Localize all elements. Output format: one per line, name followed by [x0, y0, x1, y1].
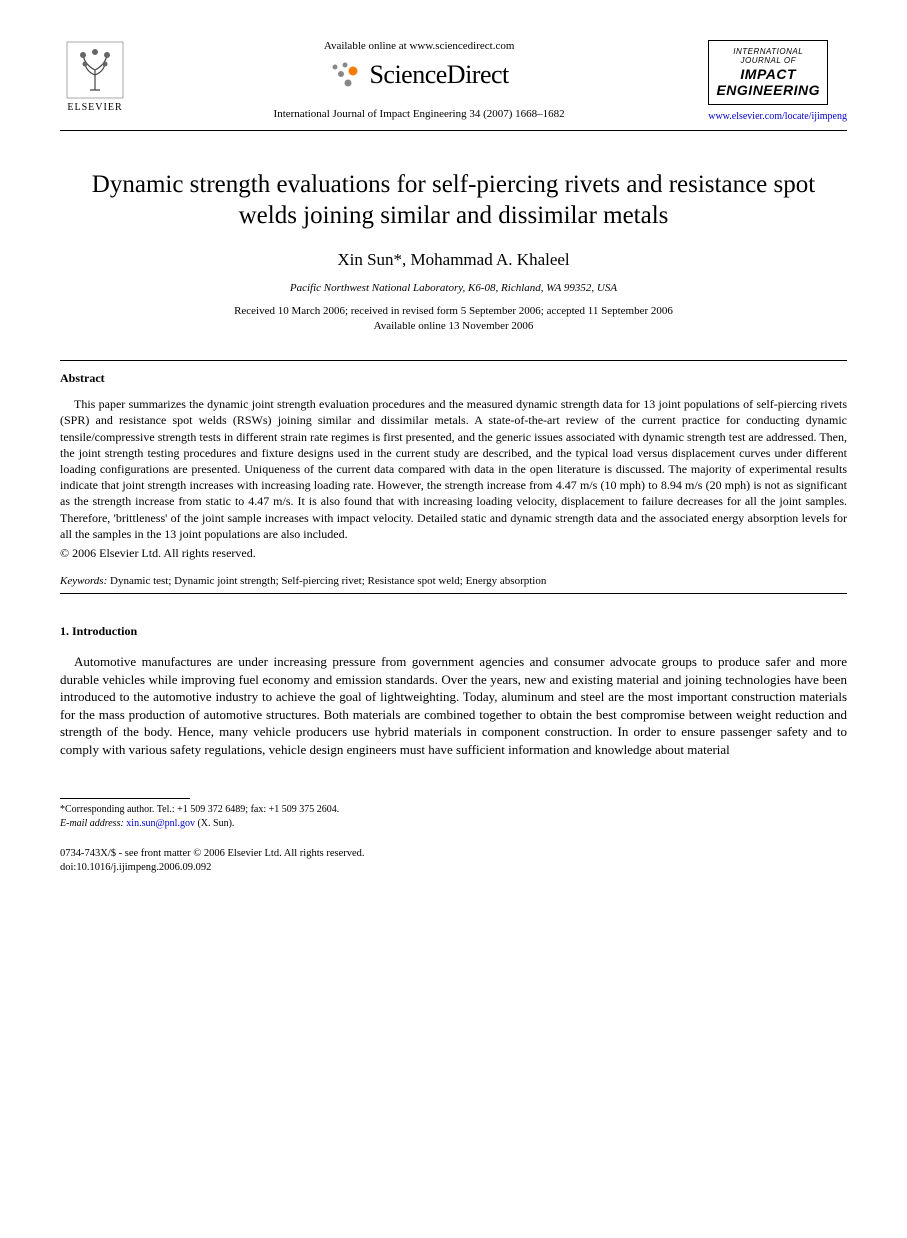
header-row: ELSEVIER Available online at www.science… [60, 40, 847, 122]
abstract-copyright: © 2006 Elsevier Ltd. All rights reserved… [60, 546, 847, 561]
footnote: *Corresponding author. Tel.: +1 509 372 … [60, 803, 847, 831]
cover-line-4: ENGINEERING [713, 82, 823, 98]
introduction-body: Automotive manufactures are under increa… [60, 653, 847, 758]
author-email[interactable]: xin.sun@pnl.gov [126, 818, 195, 829]
journal-cover-block: INTERNATIONAL JOURNAL OF IMPACT ENGINEER… [708, 40, 847, 122]
corresponding-author: *Corresponding author. Tel.: +1 509 372 … [60, 803, 847, 817]
doi: doi:10.1016/j.ijimpeng.2006.09.092 [60, 861, 847, 875]
cover-line-3: IMPACT [713, 66, 823, 82]
header-rule [60, 130, 847, 131]
footer: 0734-743X/$ - see front matter © 2006 El… [60, 847, 847, 875]
elsevier-tree-icon [65, 40, 125, 100]
abstract-top-rule [60, 360, 847, 361]
email-label: E-mail address: [60, 818, 124, 829]
publisher-logo: ELSEVIER [60, 40, 130, 120]
abstract-bottom-rule [60, 593, 847, 594]
journal-cover: INTERNATIONAL JOURNAL OF IMPACT ENGINEER… [708, 40, 828, 105]
abstract-body: This paper summarizes the dynamic joint … [60, 396, 847, 542]
publisher-name: ELSEVIER [67, 102, 122, 113]
cover-line-1: INTERNATIONAL [713, 47, 823, 56]
email-author: (X. Sun). [197, 818, 234, 829]
journal-url[interactable]: www.elsevier.com/locate/ijimpeng [708, 111, 847, 122]
dates-online: Available online 13 November 2006 [374, 320, 534, 332]
footnote-rule [60, 798, 190, 799]
authors: Xin Sun*, Mohammad A. Khaleel [60, 250, 847, 270]
article-title: Dynamic strength evaluations for self-pi… [90, 169, 817, 232]
cover-line-2: JOURNAL OF [713, 56, 823, 65]
affiliation: Pacific Northwest National Laboratory, K… [60, 282, 847, 294]
sd-dots-icon [329, 61, 363, 89]
sciencedirect-text: ScienceDirect [369, 60, 508, 90]
article-dates: Received 10 March 2006; received in revi… [60, 304, 847, 335]
header-center: Available online at www.sciencedirect.co… [130, 40, 708, 120]
available-online-text: Available online at www.sciencedirect.co… [150, 40, 688, 52]
sciencedirect-logo: ScienceDirect [329, 60, 508, 90]
abstract-heading: Abstract [60, 371, 847, 386]
keywords-list: Dynamic test; Dynamic joint strength; Se… [110, 575, 546, 587]
email-line: E-mail address: xin.sun@pnl.gov (X. Sun)… [60, 817, 847, 831]
front-matter: 0734-743X/$ - see front matter © 2006 El… [60, 847, 847, 861]
dates-received: Received 10 March 2006; received in revi… [234, 305, 673, 317]
introduction-heading: 1. Introduction [60, 624, 847, 639]
journal-reference: International Journal of Impact Engineer… [150, 108, 688, 120]
keywords: Keywords: Dynamic test; Dynamic joint st… [60, 575, 847, 587]
keywords-label: Keywords: [60, 575, 107, 587]
